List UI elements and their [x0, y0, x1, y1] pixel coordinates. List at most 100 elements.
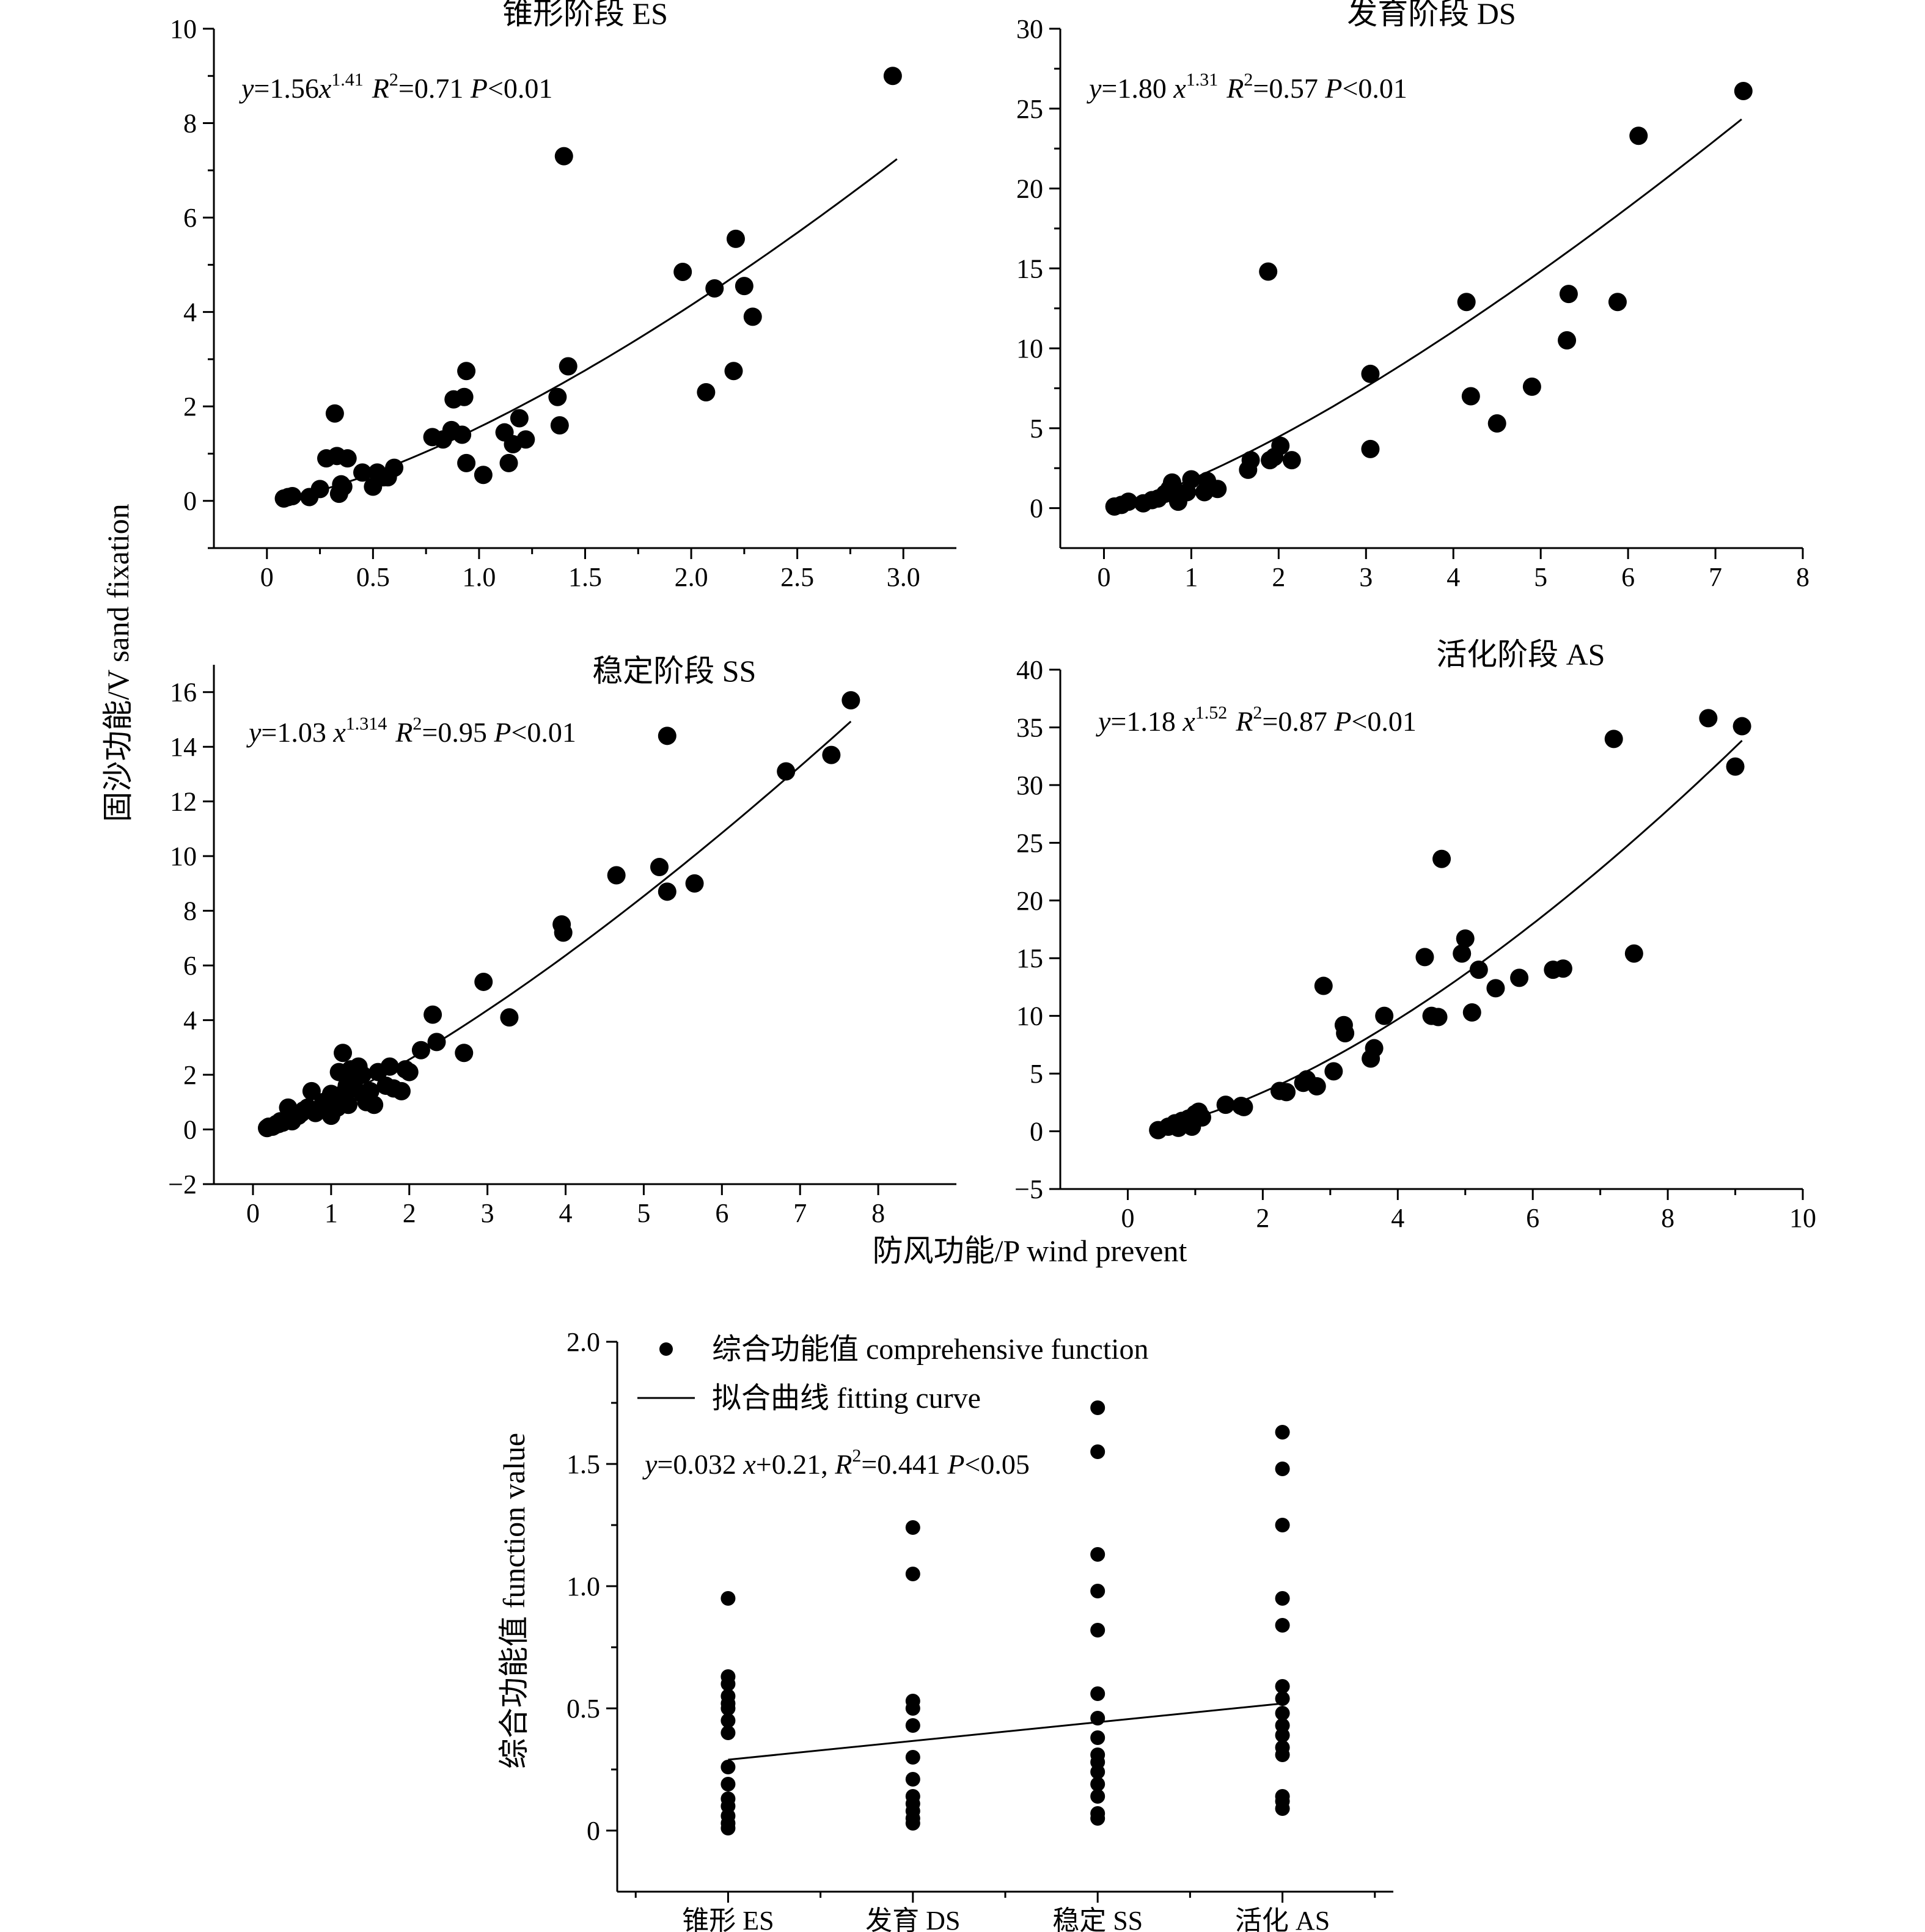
- ss-data-point: [392, 1081, 411, 1100]
- es-data-point: [510, 409, 529, 428]
- as-eq-r2: =0.87: [1262, 706, 1334, 737]
- es-data-point: [385, 458, 404, 477]
- ss-eq-p: P: [493, 717, 511, 748]
- as-data-point: [1192, 1108, 1211, 1127]
- comprehensive-y-tick-label: 2.0: [566, 1327, 600, 1357]
- ds-y-tick-label: 15: [1016, 254, 1043, 284]
- ds-data-point: [1457, 293, 1476, 312]
- es-y-tick-label: 6: [183, 203, 197, 233]
- ss-y-tick-label: 12: [170, 787, 197, 817]
- ds-x-tick-label: 0: [1097, 562, 1110, 592]
- es-eq-pval: <0.01: [488, 73, 552, 104]
- ss-x-tick-label: 5: [637, 1198, 650, 1228]
- ds-y-tick-label: 10: [1016, 334, 1043, 364]
- as-data-point: [1365, 1039, 1384, 1058]
- ss-data-point: [554, 923, 573, 942]
- ss-x-tick-label: 1: [324, 1198, 338, 1228]
- comprehensive-y-tick-label: 0: [587, 1816, 600, 1846]
- comprehensive-data-point: [905, 1567, 920, 1581]
- as-x-tick-label: 6: [1526, 1203, 1539, 1233]
- comprehensive-data-point: [1275, 1679, 1290, 1694]
- comprehensive-data-point: [1090, 1789, 1106, 1804]
- ds-data-point: [1487, 414, 1506, 433]
- es-eq-coef: =1.56: [254, 73, 318, 104]
- ds-data-point: [1361, 439, 1380, 458]
- ss-data-point: [658, 882, 676, 901]
- comprehensive-data-point: [1275, 1618, 1290, 1633]
- comprehensive-data-point: [1090, 1730, 1106, 1745]
- comprehensive-ylabel: 综合功能值 function value: [497, 1433, 531, 1769]
- as-x-tick-label: 10: [1789, 1203, 1816, 1233]
- ds-eq-p: P: [1324, 73, 1342, 104]
- shared-xlabel: 防风功能/P wind prevent: [873, 1234, 1187, 1268]
- comprehensive-equation: y=0.032 x+0.21, R2=0.441 P<0.05: [642, 1446, 1030, 1480]
- eq-coef: =0.032: [657, 1449, 743, 1480]
- es-data-point: [724, 362, 743, 381]
- ds-data-point: [1629, 126, 1648, 145]
- ds-eq-exponent: 1.31: [1186, 70, 1219, 90]
- comprehensive-data-point: [721, 1701, 736, 1716]
- es-y-tick-label: 10: [170, 14, 197, 44]
- ss-data-point: [500, 1008, 519, 1027]
- comprehensive-data-point: [1090, 1811, 1106, 1826]
- comprehensive-data-point: [721, 1777, 736, 1791]
- ss-y-tick-label: 10: [170, 841, 197, 871]
- es-data-point: [283, 487, 302, 505]
- as-data-point: [1462, 1003, 1481, 1022]
- es-data-point: [325, 404, 344, 423]
- as-data-point: [1456, 929, 1475, 948]
- es-equation: y=1.56x1.41 R2=0.71 P<0.01: [239, 70, 552, 104]
- comprehensive-x-tick-label: 发育 DS: [865, 1906, 960, 1932]
- as-data-point: [1726, 757, 1745, 776]
- ss-eq-pval: <0.01: [511, 717, 576, 748]
- comprehensive-data-point: [1275, 1728, 1290, 1743]
- ss-data-point: [685, 874, 704, 893]
- ss-y-tick-label: 4: [183, 1006, 197, 1036]
- comprehensive-data-point: [905, 1816, 920, 1831]
- ds-data-point: [1461, 387, 1480, 406]
- es-eq-y: y: [239, 73, 254, 104]
- comprehensive-data-point: [905, 1718, 920, 1733]
- as-eq-exponent: 1.52: [1195, 703, 1228, 723]
- as-y-tick-label: −5: [1014, 1174, 1043, 1204]
- ss-data-point: [842, 691, 860, 710]
- ds-data-point: [1282, 451, 1301, 470]
- es-x-tick-label: 3.0: [887, 562, 920, 592]
- ss-eq-exponent: 1.314: [346, 714, 387, 734]
- as-y-tick-label: 10: [1016, 1001, 1043, 1031]
- as-eq-x: x: [1182, 706, 1195, 737]
- es-x-tick-label: 0.5: [356, 562, 390, 592]
- ds-eq-y: y: [1087, 73, 1102, 104]
- es-title: 锥形阶段 ES: [502, 0, 668, 31]
- as-data-point: [1375, 1006, 1394, 1025]
- comprehensive-data-point: [1275, 1462, 1290, 1476]
- as-data-point: [1234, 1097, 1253, 1116]
- as-data-point: [1336, 1024, 1355, 1042]
- ss-data-point: [650, 858, 669, 877]
- es-data-point: [457, 453, 476, 472]
- es-eq-r: R: [372, 73, 389, 104]
- es-data-point: [334, 477, 353, 496]
- ss-x-tick-label: 2: [403, 1198, 416, 1228]
- as-x-tick-label: 8: [1661, 1203, 1674, 1233]
- as-x-tick-label: 2: [1256, 1203, 1269, 1233]
- es-eq-x: x: [318, 73, 332, 104]
- comprehensive-data-point: [905, 1520, 920, 1535]
- ss-title: 稳定阶段 SS: [592, 654, 756, 688]
- ds-panel: 0 5 10 15 20 25 30 0 1 2 3 4 5 6 7 8 发育阶段 DS y=1.80 x1.31…: [1016, 0, 1810, 592]
- as-eq-r: R: [1235, 706, 1253, 737]
- eq-intercept: +0.21,: [756, 1449, 835, 1480]
- ds-data-point: [1558, 331, 1577, 349]
- as-data-point: [1510, 968, 1529, 987]
- ss-x-tick-label: 7: [793, 1198, 807, 1228]
- ss-data-point: [658, 726, 676, 745]
- ss-data-point: [427, 1033, 446, 1052]
- ss-eq-coef: =1.03: [261, 717, 333, 748]
- eq-r: R: [834, 1449, 852, 1480]
- ss-data-point: [411, 1041, 430, 1059]
- ds-x-tick-label: 4: [1447, 562, 1460, 592]
- ds-equation: y=1.80 x1.31 R2=0.57 P<0.01: [1087, 70, 1407, 104]
- eq-x: x: [743, 1449, 756, 1480]
- as-data-point: [1277, 1083, 1296, 1102]
